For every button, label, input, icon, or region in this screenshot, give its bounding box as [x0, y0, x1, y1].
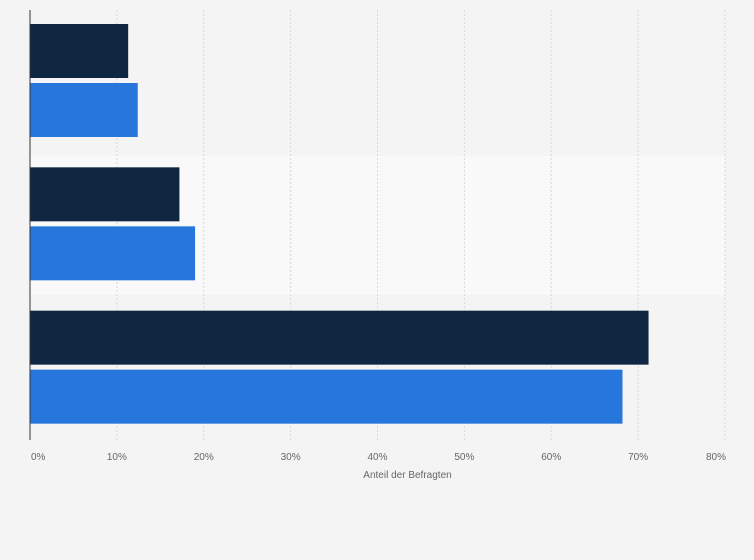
- bar: [30, 83, 138, 137]
- x-tick-label: 80%: [706, 452, 726, 463]
- x-tick-labels: 0% 10% 20% 30% 40% 50% 60% 70% 80%: [31, 452, 726, 463]
- bar: [30, 369, 623, 424]
- x-tick-label: 40%: [367, 452, 387, 463]
- x-tick-label: 20%: [194, 452, 214, 463]
- bar: [30, 167, 180, 222]
- x-axis-title: Anteil der Befragten: [363, 470, 451, 481]
- bar: [30, 226, 196, 281]
- bars: [30, 24, 649, 424]
- bar: [30, 310, 649, 365]
- x-tick-label: 70%: [628, 452, 648, 463]
- bar: [30, 24, 129, 78]
- x-tick-label: 30%: [281, 452, 301, 463]
- x-tick-label: 60%: [541, 452, 561, 463]
- x-tick-label: 0%: [31, 452, 46, 463]
- x-tick-label: 50%: [454, 452, 474, 463]
- x-tick-label: 10%: [107, 452, 127, 463]
